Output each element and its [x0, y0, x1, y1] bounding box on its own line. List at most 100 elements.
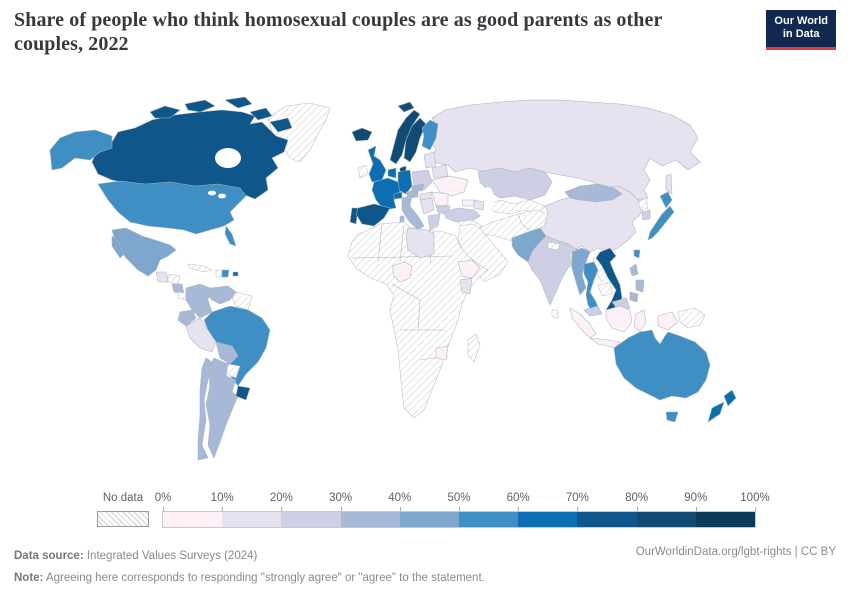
country-indonesia-kalimantan[interactable] [605, 305, 633, 333]
country-philippines-visayas[interactable] [635, 279, 645, 293]
country-canada-island-3[interactable] [224, 96, 253, 109]
legend-bin-30-40%[interactable] [340, 512, 400, 527]
country-japan-hokkaido[interactable] [659, 191, 673, 209]
country-greece[interactable] [427, 213, 441, 231]
country-indonesia-papua[interactable] [657, 311, 679, 331]
country-italy-sardinia[interactable] [399, 215, 405, 223]
country-honduras[interactable] [167, 273, 181, 285]
country-libya[interactable] [405, 227, 435, 259]
country-mexico[interactable] [111, 227, 177, 277]
country-indonesia-java[interactable] [589, 337, 621, 349]
legend-tick-label: 80% [625, 492, 649, 504]
legend-bin-50-60%[interactable] [459, 512, 519, 527]
legend-bin-40-50%[interactable] [399, 512, 460, 527]
country-malaysia[interactable] [583, 305, 603, 317]
country-ecuador[interactable] [177, 309, 197, 327]
legend-bin-80-90%[interactable] [636, 512, 696, 527]
country-germany[interactable] [397, 169, 413, 195]
country-alaska[interactable] [49, 129, 113, 171]
country-argentina[interactable] [205, 357, 239, 459]
country-canada-island-1[interactable] [149, 105, 181, 119]
country-ukraine[interactable] [431, 175, 469, 197]
legend-bin-90-100%[interactable] [695, 512, 756, 527]
legend-tick-label: 10% [210, 492, 234, 504]
country-guianas[interactable] [231, 291, 253, 311]
country-nigeria[interactable] [391, 261, 413, 283]
country-turkey[interactable] [443, 207, 481, 223]
country-portugal[interactable] [349, 207, 359, 225]
country-guatemala[interactable] [155, 271, 169, 283]
country-new-zealand-south[interactable] [707, 401, 725, 423]
country-new-zealand-north[interactable] [723, 389, 737, 407]
country-mongolia[interactable] [564, 183, 623, 203]
legend-no-data-swatch[interactable] [97, 511, 149, 527]
country-afghanistan[interactable] [517, 209, 549, 233]
legend-bin-0-10%[interactable] [163, 512, 223, 527]
country-australia[interactable] [613, 329, 711, 401]
country-belarus[interactable] [431, 164, 449, 179]
country-sweden[interactable] [403, 117, 427, 163]
country-south-korea[interactable] [641, 209, 651, 221]
country-taiwan[interactable] [633, 249, 641, 259]
country-australia-tasmania[interactable] [665, 411, 679, 423]
country-bolivia[interactable] [215, 341, 239, 365]
country-indonesia-sulawesi[interactable] [633, 309, 647, 333]
country-italy[interactable] [401, 195, 425, 231]
country-madagascar[interactable] [467, 333, 481, 363]
country-russia-sakhalin[interactable] [665, 173, 673, 195]
region-baltics[interactable] [423, 151, 437, 169]
country-cuba[interactable] [187, 263, 213, 273]
country-austria[interactable] [405, 189, 419, 199]
country-haiti[interactable] [215, 269, 223, 278]
region-balkans[interactable] [419, 197, 435, 215]
legend-bin-60-70%[interactable] [518, 512, 578, 527]
country-japan-honshu[interactable] [647, 205, 675, 241]
country-azerbaijan[interactable] [473, 199, 485, 211]
country-canada-island-2[interactable] [184, 99, 216, 113]
region-africa-no-data[interactable] [347, 221, 489, 419]
region-central-asia[interactable] [485, 199, 546, 215]
country-myanmar[interactable] [571, 247, 591, 296]
country-zimbabwe[interactable] [435, 345, 449, 361]
country-finland[interactable] [421, 119, 439, 151]
country-chile[interactable] [197, 357, 213, 461]
country-philippines-mindanao[interactable] [629, 291, 639, 303]
country-puerto-rico[interactable] [232, 271, 239, 277]
legend-scale: 0% 10% 20% 30% 40% 50% 60% 70% 80% 90% 100% [155, 492, 770, 532]
country-venezuela[interactable] [207, 285, 237, 305]
legend-bin-70-80%[interactable] [577, 512, 637, 527]
country-norway-svalbard[interactable] [397, 101, 415, 113]
country-north-korea[interactable] [637, 197, 649, 211]
country-iceland[interactable] [351, 127, 373, 142]
country-indonesia-sumatra[interactable] [569, 307, 597, 339]
country-kenya[interactable] [459, 277, 473, 295]
legend-bin-10-20%[interactable] [222, 512, 282, 527]
country-russia[interactable] [427, 99, 701, 201]
country-uruguay[interactable] [235, 385, 251, 401]
attribution-link[interactable]: OurWorldinData.org/lgbt-rights | CC BY [635, 546, 836, 558]
country-france[interactable] [371, 177, 401, 211]
country-united-kingdom[interactable] [367, 145, 387, 183]
country-peru[interactable] [185, 317, 217, 353]
country-dominican-republic[interactable] [221, 269, 230, 278]
legend-bin-20-30%[interactable] [281, 512, 341, 527]
country-mexico-baja[interactable] [111, 235, 125, 259]
country-romania[interactable] [431, 191, 449, 207]
country-georgia[interactable] [461, 199, 475, 207]
country-papua-new-guinea[interactable] [677, 307, 706, 329]
country-ireland[interactable] [357, 164, 369, 179]
country-united-states[interactable] [97, 180, 247, 235]
country-spain[interactable] [355, 203, 391, 227]
country-netherlands-belgium[interactable] [387, 167, 397, 179]
owid-logo[interactable]: Our World in Data [766, 10, 836, 51]
country-canada-island-baffin[interactable] [249, 107, 293, 133]
country-sri-lanka[interactable] [551, 309, 559, 319]
country-ethiopia[interactable] [457, 259, 481, 279]
country-czechia[interactable] [411, 183, 425, 192]
country-cambodia[interactable] [597, 281, 613, 297]
country-norway[interactable] [389, 109, 421, 165]
country-philippines-luzon[interactable] [629, 263, 639, 277]
country-united-states-florida[interactable] [224, 225, 237, 247]
country-nepal[interactable] [547, 241, 561, 251]
